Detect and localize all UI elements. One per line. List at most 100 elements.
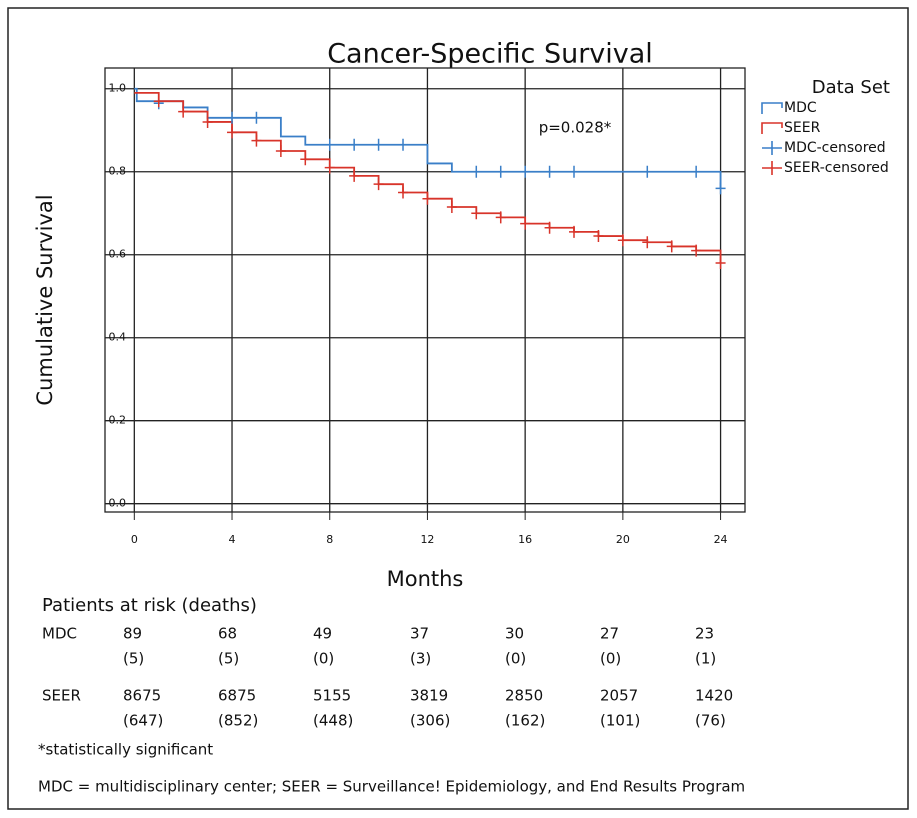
legend-title: Data Set bbox=[812, 77, 890, 98]
censor-mark bbox=[373, 138, 384, 151]
censor-mark bbox=[593, 230, 604, 243]
annotation: p=0.028* bbox=[539, 119, 612, 137]
censor-mark bbox=[153, 95, 164, 108]
at-risk: 30 bbox=[505, 625, 524, 643]
deaths: (448) bbox=[313, 712, 353, 730]
censor-mark bbox=[373, 178, 384, 191]
censor-mark bbox=[715, 257, 726, 270]
x-tick-label: 4 bbox=[229, 533, 236, 546]
censor-mark bbox=[324, 138, 335, 151]
legend-label: MDC bbox=[784, 100, 817, 116]
censor-mark bbox=[569, 225, 580, 238]
censor-mark bbox=[544, 165, 555, 178]
legend-swatch bbox=[761, 102, 783, 114]
at-risk: 3819 bbox=[410, 687, 448, 705]
deaths: (5) bbox=[123, 650, 144, 668]
deaths: (101) bbox=[600, 712, 640, 730]
censor-mark bbox=[691, 165, 702, 178]
deaths: (76) bbox=[695, 712, 726, 730]
legend-swatch bbox=[762, 141, 782, 155]
deaths: (162) bbox=[505, 712, 545, 730]
censor-mark bbox=[398, 138, 409, 151]
chart-title: Cancer-Specific Survival bbox=[327, 39, 653, 70]
censor-mark bbox=[178, 105, 189, 118]
censor-mark bbox=[349, 138, 360, 151]
y-tick-label: 0.6 bbox=[109, 248, 127, 261]
censor-mark bbox=[300, 153, 311, 166]
at-risk: 68 bbox=[218, 625, 237, 643]
row-label: SEER bbox=[42, 687, 81, 705]
censor-mark bbox=[520, 217, 531, 230]
deaths: (647) bbox=[123, 712, 163, 730]
at-risk: 6875 bbox=[218, 687, 256, 705]
censor-mark bbox=[422, 192, 433, 205]
censor-mark bbox=[398, 186, 409, 199]
censor-mark bbox=[617, 234, 628, 247]
censor-mark bbox=[715, 182, 726, 195]
legend-label: MDC-censored bbox=[784, 140, 886, 156]
censor-mark bbox=[642, 236, 653, 249]
deaths: (0) bbox=[505, 650, 526, 668]
x-tick-label: 0 bbox=[131, 533, 138, 546]
y-tick-label: 0.2 bbox=[109, 414, 127, 427]
legend-swatch bbox=[761, 122, 783, 134]
censor-mark bbox=[666, 240, 677, 253]
at-risk: 5155 bbox=[313, 687, 351, 705]
censor-mark bbox=[691, 244, 702, 257]
y-axis-label: Cumulative Survival bbox=[33, 194, 57, 405]
censor-mark bbox=[227, 111, 238, 124]
deaths: (1) bbox=[695, 650, 716, 668]
legend-label: SEER-censored bbox=[784, 160, 889, 176]
deaths: (3) bbox=[410, 650, 431, 668]
deaths: (306) bbox=[410, 712, 450, 730]
at-risk: 37 bbox=[410, 625, 429, 643]
censor-mark bbox=[251, 134, 262, 147]
censor-mark bbox=[202, 115, 213, 128]
x-tick-label: 12 bbox=[420, 533, 434, 546]
risk-table-title: Patients at risk (deaths) bbox=[42, 595, 257, 616]
deaths: (852) bbox=[218, 712, 258, 730]
censor-mark bbox=[251, 111, 262, 124]
y-tick-label: 0.8 bbox=[109, 165, 127, 178]
at-risk: 23 bbox=[695, 625, 714, 643]
at-risk: 27 bbox=[600, 625, 619, 643]
x-axis-label: Months bbox=[387, 567, 464, 591]
footnote: MDC = multidisciplinary center; SEER = S… bbox=[38, 778, 745, 796]
legend-swatch bbox=[762, 161, 782, 175]
censor-mark bbox=[324, 161, 335, 174]
y-tick-label: 1.0 bbox=[109, 82, 127, 95]
deaths: (0) bbox=[313, 650, 334, 668]
x-tick-label: 8 bbox=[326, 533, 333, 546]
censor-mark bbox=[569, 165, 580, 178]
at-risk: 2057 bbox=[600, 687, 638, 705]
at-risk: 2850 bbox=[505, 687, 543, 705]
censor-mark bbox=[471, 207, 482, 220]
censor-mark bbox=[520, 165, 531, 178]
frame bbox=[7, 7, 909, 810]
censor-mark bbox=[544, 221, 555, 234]
plot-area bbox=[104, 67, 746, 513]
deaths: (0) bbox=[600, 650, 621, 668]
censor-mark bbox=[495, 211, 506, 224]
x-tick-label: 16 bbox=[518, 533, 532, 546]
censor-mark bbox=[642, 165, 653, 178]
legend-label: SEER bbox=[784, 120, 821, 136]
x-tick-label: 24 bbox=[714, 533, 728, 546]
censor-mark bbox=[275, 144, 286, 157]
footnote: *statistically significant bbox=[38, 741, 213, 759]
row-label: MDC bbox=[42, 625, 77, 643]
y-tick-label: 0.0 bbox=[109, 497, 127, 510]
at-risk: 89 bbox=[123, 625, 142, 643]
at-risk: 8675 bbox=[123, 687, 161, 705]
censor-mark bbox=[471, 165, 482, 178]
censor-mark bbox=[495, 165, 506, 178]
at-risk: 1420 bbox=[695, 687, 733, 705]
y-tick-label: 0.4 bbox=[109, 331, 127, 344]
at-risk: 49 bbox=[313, 625, 332, 643]
x-tick-label: 20 bbox=[616, 533, 630, 546]
deaths: (5) bbox=[218, 650, 239, 668]
censor-mark bbox=[446, 201, 457, 214]
censor-mark bbox=[227, 126, 238, 139]
censor-mark bbox=[349, 169, 360, 182]
